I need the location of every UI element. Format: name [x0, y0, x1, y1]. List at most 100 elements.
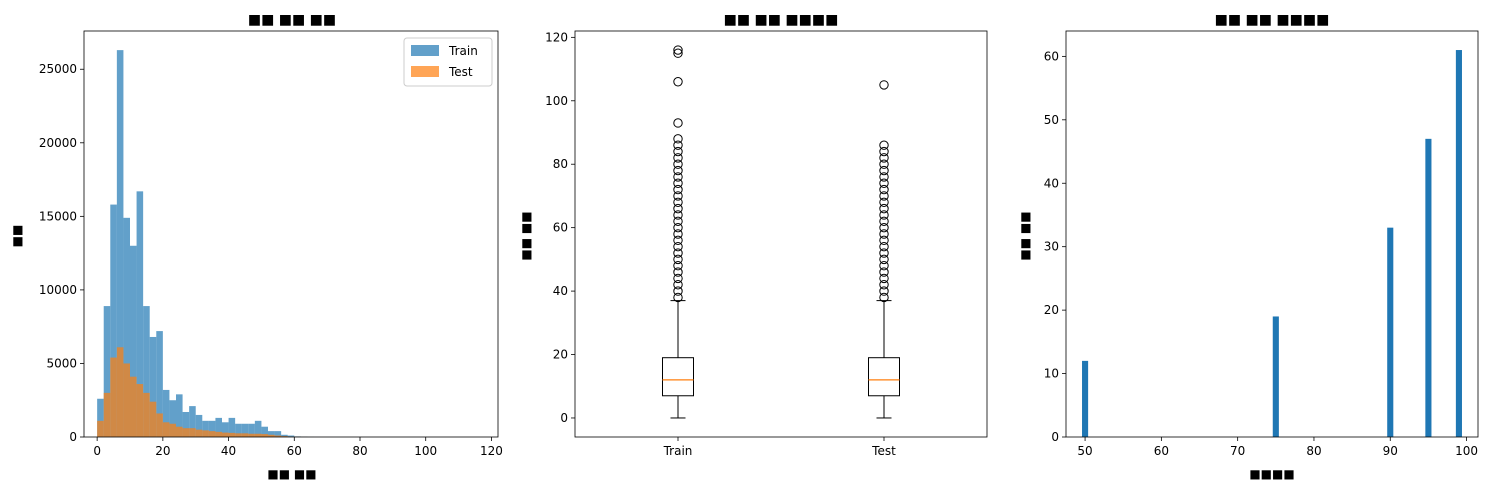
legend-label-train: Train	[448, 44, 478, 58]
histogram-bar-train	[235, 423, 242, 437]
histogram-bar-train	[182, 411, 190, 437]
histogram-bar-train	[149, 336, 157, 437]
x-tick-label: 80	[352, 444, 367, 458]
outlier-point	[879, 280, 889, 290]
histogram-bar-train	[156, 331, 163, 437]
x-tick-label: 100	[1455, 444, 1478, 458]
histogram-bar-train	[110, 204, 117, 437]
chart-title: ■■ ■■ ■■■■	[724, 12, 839, 28]
histogram-bar-train	[248, 423, 255, 437]
y-axis-label: ■■ ■■	[519, 211, 533, 260]
histogram-bar-train	[274, 431, 282, 437]
outlier-point	[673, 241, 683, 252]
outlier-point	[879, 273, 889, 284]
y-tick-label: 5000	[46, 356, 77, 370]
y-axis-label: ■■	[10, 225, 24, 248]
histogram-bar-train	[287, 435, 295, 437]
histogram-bar-test	[162, 422, 170, 437]
legend-label-test: Test	[448, 65, 473, 79]
y-tick-label: 25000	[39, 62, 77, 76]
histogram-bar-test	[97, 420, 104, 437]
outlier-point	[673, 153, 683, 163]
legend-swatch-train	[411, 45, 439, 56]
outlier-point	[879, 248, 889, 258]
x-tick-label: 120	[480, 444, 503, 458]
outlier-point	[879, 292, 889, 303]
histogram-bar-train	[103, 306, 111, 437]
bar	[1425, 138, 1432, 437]
histogram-bar-train	[116, 50, 124, 437]
outlier-point	[673, 273, 683, 284]
y-tick-label: 15000	[39, 209, 77, 223]
histogram-bar-train	[136, 191, 144, 437]
bar	[1455, 50, 1462, 437]
y-tick-label: 0	[69, 430, 77, 444]
outlier-point	[879, 254, 889, 265]
chart-title: ■■ ■■ ■■	[248, 12, 336, 28]
x-tick-label: 60	[1154, 444, 1169, 458]
histogram-bar-train	[215, 417, 222, 437]
histogram-bar-test	[281, 436, 288, 437]
outlier-point	[673, 48, 683, 58]
plot-area: Train Test 0 20 40 60 80 100 120	[545, 30, 988, 458]
outlier-point	[673, 280, 683, 290]
histogram-bar-test	[248, 433, 255, 437]
histogram-bar-train	[208, 420, 216, 437]
outlier-point	[673, 77, 683, 87]
y-tick-label: 40	[553, 284, 568, 298]
outlier-point	[879, 153, 889, 163]
outlier-point	[673, 159, 683, 169]
outlier-point	[673, 134, 683, 144]
outlier-point	[879, 203, 889, 214]
y-tick-label: 30	[1044, 240, 1059, 254]
outlier-point	[879, 140, 889, 150]
histogram-bar-train	[169, 400, 176, 437]
histogram-bar-train	[254, 420, 262, 437]
histogram-bar-test	[123, 363, 130, 437]
outlier-point	[673, 216, 683, 227]
histogram-bar-train	[195, 414, 203, 437]
outlier-point	[879, 267, 889, 277]
bar	[1082, 360, 1089, 437]
x-axis-label: ■■ ■■	[267, 467, 316, 481]
outlier-point	[673, 203, 683, 214]
x-tick-label: Train	[663, 444, 693, 458]
outlier-point	[673, 261, 683, 271]
outlier-point	[673, 178, 683, 188]
outlier-point	[673, 45, 683, 55]
y-tick-label: 60	[553, 221, 568, 235]
percentile-bar-panel: ■■ ■■ ■■■■ 50 60 70 80 90 100 0 10 20 30 40 50 60 ■■…	[1018, 12, 1479, 481]
box-train	[662, 357, 694, 397]
outlier-point	[879, 178, 889, 188]
bar	[1387, 227, 1394, 437]
histogram-bar-test	[182, 428, 190, 437]
histogram-bar-train	[162, 389, 170, 437]
y-tick-label: 60	[1044, 49, 1059, 63]
histogram-bar-test	[254, 433, 262, 437]
y-tick-label: 0	[1051, 430, 1059, 444]
outlier-point	[879, 235, 889, 246]
x-tick-label: 20	[155, 444, 170, 458]
histogram-bar-test	[195, 429, 203, 437]
outlier-point	[879, 216, 889, 227]
y-tick-label: 0	[560, 411, 568, 425]
outlier-point	[673, 184, 683, 195]
histogram-bar-train	[97, 398, 104, 437]
axes-frame	[1065, 30, 1479, 438]
histogram-bar-test	[189, 428, 196, 437]
outlier-point	[673, 191, 683, 201]
outlier-point	[879, 165, 889, 176]
y-tick-label: 100	[545, 94, 568, 108]
histogram-bar-train	[123, 217, 130, 437]
histogram-bar-test	[261, 434, 268, 437]
histogram-bar-train	[281, 434, 288, 437]
outlier-point	[673, 165, 683, 176]
histogram-bar-train	[228, 417, 236, 437]
outlier-point	[879, 241, 889, 252]
x-tick-label: 40	[221, 444, 236, 458]
histogram-bar-train	[130, 245, 137, 437]
outlier-point	[879, 146, 889, 157]
histogram-bar-test	[274, 435, 282, 437]
y-tick-label: 120	[545, 30, 568, 44]
